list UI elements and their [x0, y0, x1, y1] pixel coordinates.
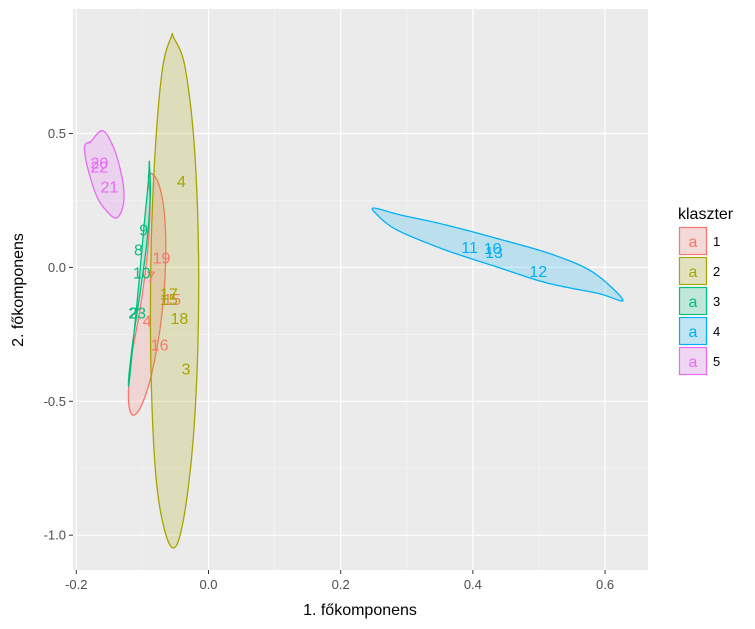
- legend-key-background: [679, 317, 707, 345]
- cluster-3-point-label: 2: [129, 305, 138, 322]
- x-tick-label: 0.4: [464, 577, 482, 592]
- y-tick-label: 0.5: [48, 126, 66, 141]
- legend-key-glyph: a: [689, 354, 698, 371]
- x-tick-label: 0.6: [596, 577, 614, 592]
- cluster-4-point-label: 12: [529, 264, 547, 281]
- legend-label: 3: [713, 294, 720, 309]
- cluster-1-point-label: 7: [147, 269, 156, 286]
- cluster-3-point-label: 8: [134, 243, 143, 260]
- legend-key-background: [679, 347, 707, 375]
- x-tick-label: 0.0: [199, 577, 217, 592]
- cluster-4-point-label: 11: [461, 240, 478, 257]
- cluster-ellipses: [83, 32, 624, 549]
- y-axis-title: 2. főkomponens: [10, 233, 27, 347]
- cluster-3-point-label: 23: [128, 305, 146, 322]
- legend-label: 5: [713, 354, 720, 369]
- legend-key-background: [679, 257, 707, 285]
- cluster-1-ellipse: [127, 172, 167, 416]
- cluster-5-ellipse: [83, 129, 125, 219]
- legend-key-background: [679, 287, 707, 315]
- legend-key-glyph: a: [689, 264, 698, 281]
- cluster-1-point-label: 15: [163, 292, 181, 309]
- cluster-1-point-label: 19: [153, 251, 171, 268]
- cluster-4-point-label: 13: [485, 245, 503, 262]
- cluster-1-point-label: 16: [151, 338, 169, 355]
- cluster-2-point-label: 4: [177, 174, 186, 191]
- cluster-4-ellipse: [371, 207, 624, 302]
- cluster-5-point-label: 20: [91, 155, 109, 172]
- cluster-2-point-label: 3: [182, 362, 191, 379]
- legend-title: klaszter: [678, 206, 734, 223]
- minor-gridlines: [73, 9, 648, 570]
- cluster-4-point-label: 10: [484, 241, 502, 258]
- legend-key-glyph: a: [689, 234, 698, 251]
- legend-key-swatch: [678, 346, 708, 376]
- x-tick-label: 0.2: [332, 577, 350, 592]
- legend-keys: a 1a 2a 3a 4a 5: [678, 226, 720, 376]
- cluster-5-point-label: 22: [91, 159, 109, 176]
- cluster-5-point-label: 21: [100, 180, 118, 197]
- cluster-2-point-label: 15: [160, 292, 178, 309]
- legend: klaszter a 1a 2a 3a 4a 5: [678, 206, 734, 376]
- legend-key-background: [679, 227, 707, 255]
- cluster-2-point-label: 18: [171, 311, 189, 328]
- x-tick-label: -0.2: [65, 577, 87, 592]
- cluster-1-point-label: 4: [143, 313, 152, 330]
- legend-key-swatch: [678, 256, 708, 286]
- legend-label: 4: [713, 324, 720, 339]
- cluster-2-point-label: 17: [160, 287, 178, 304]
- legend-key-swatch: [678, 286, 708, 316]
- legend-key-swatch: [678, 316, 708, 346]
- legend-key-glyph: a: [689, 324, 698, 341]
- legend-label: 2: [713, 264, 720, 279]
- legend-label: 1: [713, 234, 720, 249]
- y-tick-label: -1.0: [44, 528, 66, 543]
- major-gridlines: [73, 9, 648, 570]
- legend-key-glyph: a: [689, 294, 698, 311]
- cluster-3-point-label: 10: [133, 265, 151, 282]
- y-tick-label: -0.5: [44, 394, 66, 409]
- cluster-3-point-label: 9: [139, 222, 148, 239]
- x-axis-ticks: -0.2 0.0 0.2 0.4 0.6: [65, 570, 614, 592]
- y-tick-label: 0.0: [48, 260, 66, 275]
- cluster-3-ellipse: [127, 160, 152, 387]
- x-axis-title: 1. főkomponens: [303, 602, 417, 619]
- plot-panel: [73, 9, 648, 570]
- y-axis-ticks: -1.0 -0.5 0.0 0.5: [44, 126, 73, 543]
- legend-key-swatch: [678, 226, 708, 256]
- cluster-2-ellipse: [149, 32, 200, 549]
